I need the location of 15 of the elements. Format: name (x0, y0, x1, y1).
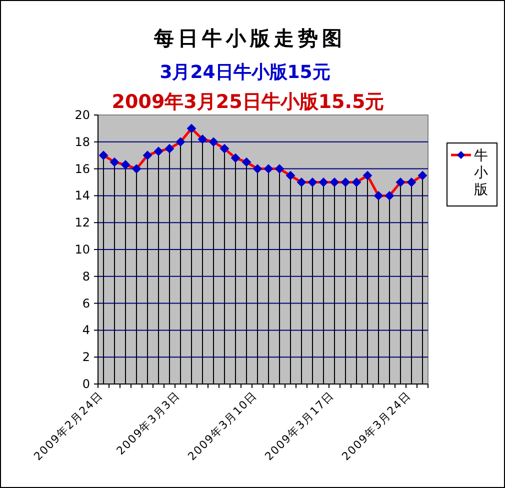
y-tick-label: 4 (82, 323, 90, 338)
subtitle: 3月24日牛小版15元 (160, 62, 330, 83)
y-tick-label: 20 (74, 108, 90, 122)
annotation: 2009年3月25日牛小版15.5元 (112, 91, 384, 113)
y-tick-label: 6 (82, 296, 90, 310)
legend-label: 牛小版 (474, 148, 488, 198)
y-tick-label: 0 (82, 377, 90, 391)
y-tick-label: 18 (74, 134, 90, 149)
y-tick-label: 10 (74, 242, 90, 256)
y-tick-label: 2 (82, 350, 90, 364)
y-tick-label: 16 (74, 162, 90, 176)
y-tick-label: 12 (74, 216, 90, 230)
title: 每日牛小版走势图 (154, 26, 346, 50)
y-tick-label: 8 (82, 269, 90, 284)
y-tick-label: 14 (74, 188, 90, 203)
